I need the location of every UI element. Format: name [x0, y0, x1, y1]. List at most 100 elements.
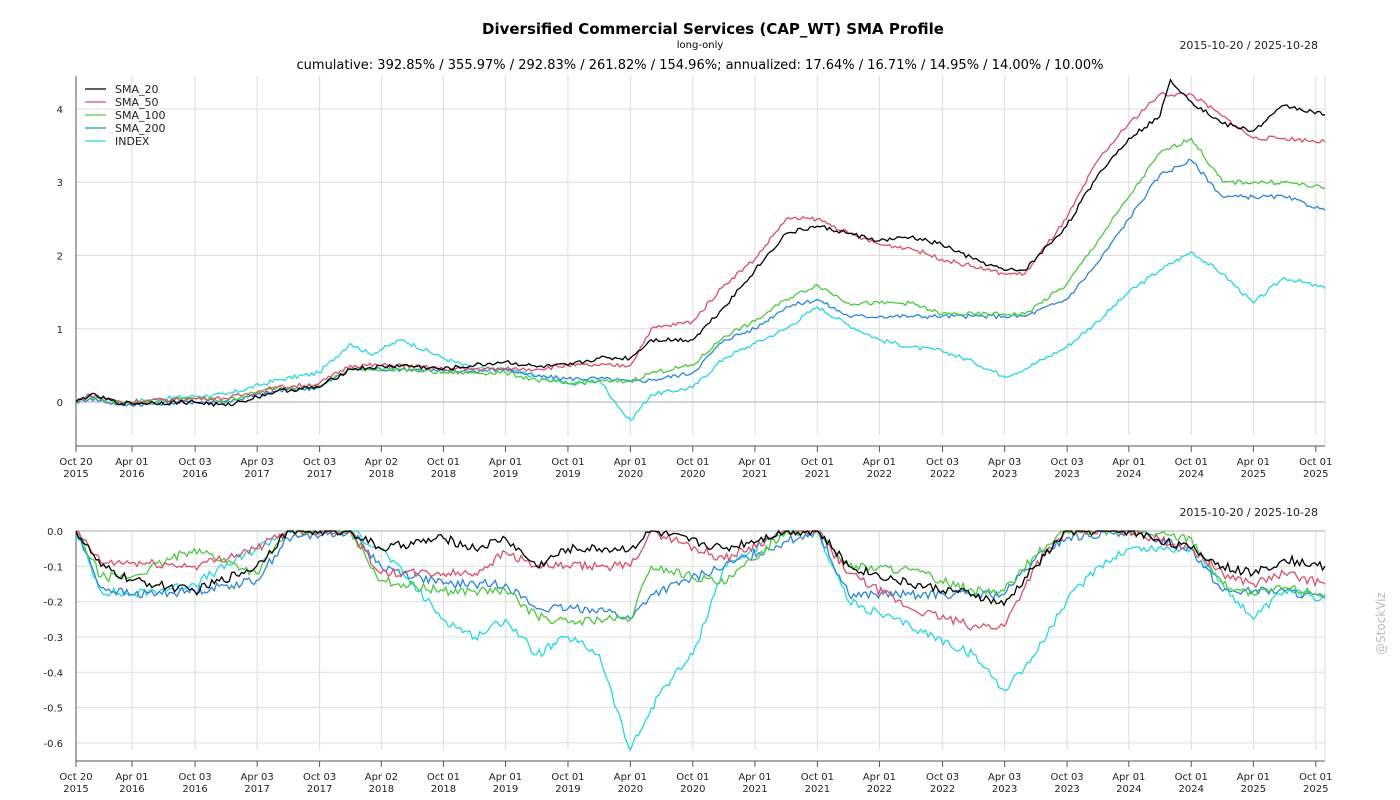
top-xtick-label-16: Oct 03 2023 [1050, 457, 1083, 480]
top-xtick-label-20: Oct 01 2025 [1299, 457, 1332, 480]
bottom-xtick-line1-11: Apr 01 [738, 772, 771, 783]
top-xtick-line2-20: 2025 [1303, 469, 1328, 480]
top-xtick-line2-17: 2024 [1116, 469, 1141, 480]
top-ytick-label-4: 4 [57, 105, 63, 116]
legend-label-sma-200: SMA_200 [115, 122, 166, 135]
chart-subtitle: long-only [677, 40, 724, 51]
top-xtick-label-9: Apr 01 2020 [614, 457, 647, 480]
bottom-xtick-line1-1: Apr 01 [115, 772, 148, 783]
top-xtick-label-4: Oct 03 2017 [303, 457, 336, 480]
bottom-xtick-line2-2: 2016 [182, 784, 207, 795]
bottom-xtick-label-15: Apr 03 2023 [988, 772, 1021, 795]
bottom-xtick-label-19: Apr 01 2025 [1237, 772, 1270, 795]
bottom-ytick-label-6: -0.6 [43, 739, 63, 750]
top-xtick-line1-1: Apr 01 [115, 457, 148, 468]
top-xtick-label-15: Apr 03 2023 [988, 457, 1021, 480]
top-xtick-line1-16: Oct 03 [1050, 457, 1083, 468]
bottom-xtick-line1-14: Oct 03 [926, 772, 959, 783]
top-xtick-line2-4: 2017 [307, 469, 332, 480]
bottom-ytick-label-5: -0.5 [43, 704, 63, 715]
top-xtick-label-13: Apr 01 2022 [863, 457, 896, 480]
top-xtick-label-2: Oct 03 2016 [178, 457, 211, 480]
bottom-xtick-line2-6: 2018 [431, 784, 456, 795]
bottom-xtick-line1-5: Apr 02 [365, 772, 398, 783]
bottom-xtick-line2-18: 2024 [1179, 784, 1204, 795]
top-line-index [75, 250, 1326, 422]
top-xtick-label-18: Oct 01 2024 [1175, 457, 1208, 480]
bottom-xtick-line2-4: 2017 [307, 784, 332, 795]
watermark: @StockViz [1374, 592, 1388, 655]
top-xtick-label-12: Oct 01 2021 [801, 457, 834, 480]
bottom-ytick-label-0: 0.0 [47, 527, 63, 538]
top-xtick-line1-15: Apr 03 [988, 457, 1021, 468]
top-xtick-line2-14: 2022 [930, 469, 955, 480]
bottom-xtick-line1-6: Oct 01 [427, 772, 460, 783]
bottom-xtick-label-17: Apr 01 2024 [1112, 772, 1145, 795]
bottom-xtick-line2-19: 2025 [1241, 784, 1266, 795]
bottom-xtick-line1-9: Apr 01 [614, 772, 647, 783]
top-xtick-line2-11: 2021 [742, 469, 767, 480]
date-range-bottom: 2015-10-20 / 2025-10-28 [1179, 506, 1318, 519]
top-xtick-line2-8: 2019 [555, 469, 580, 480]
top-xtick-line1-5: Apr 02 [365, 457, 398, 468]
top-xtick-line1-10: Oct 01 [676, 457, 709, 468]
bottom-xtick-line1-15: Apr 03 [988, 772, 1021, 783]
bottom-xtick-line2-7: 2019 [493, 784, 518, 795]
bottom-xtick-line2-14: 2022 [930, 784, 955, 795]
bottom-xtick-line2-17: 2024 [1116, 784, 1141, 795]
bottom-xtick-line2-16: 2023 [1054, 784, 1079, 795]
legend-label-sma-20: SMA_20 [115, 83, 159, 96]
top-xtick-line2-1: 2016 [119, 469, 144, 480]
top-xtick-line2-10: 2020 [680, 469, 705, 480]
bottom-xtick-line2-10: 2020 [680, 784, 705, 795]
bottom-line-sma-50 [76, 529, 1326, 632]
bottom-xtick-line1-0: Oct 20 [59, 772, 92, 783]
bottom-xtick-label-13: Apr 01 2022 [863, 772, 896, 795]
top-xtick-line2-5: 2018 [369, 469, 394, 480]
top-xtick-line1-18: Oct 01 [1175, 457, 1208, 468]
bottom-xtick-line2-8: 2019 [555, 784, 580, 795]
bottom-xtick-line2-3: 2017 [244, 784, 269, 795]
top-xtick-label-7: Apr 01 2019 [489, 457, 522, 480]
bottom-xtick-line1-17: Apr 01 [1112, 772, 1145, 783]
legend-label-sma-50: SMA_50 [115, 96, 159, 109]
legend-label-sma-100: SMA_100 [115, 109, 166, 122]
bottom-xtick-line1-7: Apr 01 [489, 772, 522, 783]
bottom-ytick-label-2: -0.2 [43, 598, 63, 609]
top-xtick-line1-6: Oct 01 [427, 457, 460, 468]
bottom-line-sma-20 [75, 529, 1326, 607]
top-xtick-line2-6: 2018 [431, 469, 456, 480]
top-xtick-line2-3: 2017 [244, 469, 269, 480]
top-xtick-line2-19: 2025 [1241, 469, 1266, 480]
legend-label-index: INDEX [115, 135, 150, 148]
bottom-xtick-label-5: Apr 02 2018 [365, 772, 398, 795]
top-xtick-label-19: Apr 01 2025 [1237, 457, 1270, 480]
bottom-xtick-line2-9: 2020 [618, 784, 643, 795]
top-ytick-label-1: 1 [57, 325, 63, 336]
bottom-xtick-line1-3: Apr 03 [241, 772, 274, 783]
top-xtick-label-0: Oct 20 2015 [59, 457, 92, 480]
top-xtick-label-11: Apr 01 2021 [738, 457, 771, 480]
bottom-xtick-line2-13: 2022 [867, 784, 892, 795]
top-xtick-line1-13: Apr 01 [863, 457, 896, 468]
bottom-xtick-line1-4: Oct 03 [303, 772, 336, 783]
top-xtick-line1-14: Oct 03 [926, 457, 959, 468]
top-line-sma-20 [75, 78, 1326, 408]
bottom-xtick-line2-0: 2015 [63, 784, 88, 795]
bottom-xtick-line1-12: Oct 01 [801, 772, 834, 783]
top-ytick-label-3: 3 [57, 178, 63, 189]
top-line-sma-200 [75, 158, 1326, 408]
bottom-xtick-line1-10: Oct 01 [676, 772, 709, 783]
date-range-top: 2015-10-20 / 2025-10-28 [1179, 39, 1318, 52]
bottom-xtick-line1-8: Oct 01 [551, 772, 584, 783]
top-xtick-line1-8: Oct 01 [551, 457, 584, 468]
top-xtick-line2-9: 2020 [618, 469, 643, 480]
bottom-ytick-label-3: -0.3 [43, 633, 63, 644]
top-xtick-label-10: Oct 01 2020 [676, 457, 709, 480]
top-xtick-line2-18: 2024 [1179, 469, 1204, 480]
top-xtick-label-1: Apr 01 2016 [115, 457, 148, 480]
bottom-xtick-label-0: Oct 20 2015 [59, 772, 92, 795]
bottom-xtick-line1-19: Apr 01 [1237, 772, 1270, 783]
